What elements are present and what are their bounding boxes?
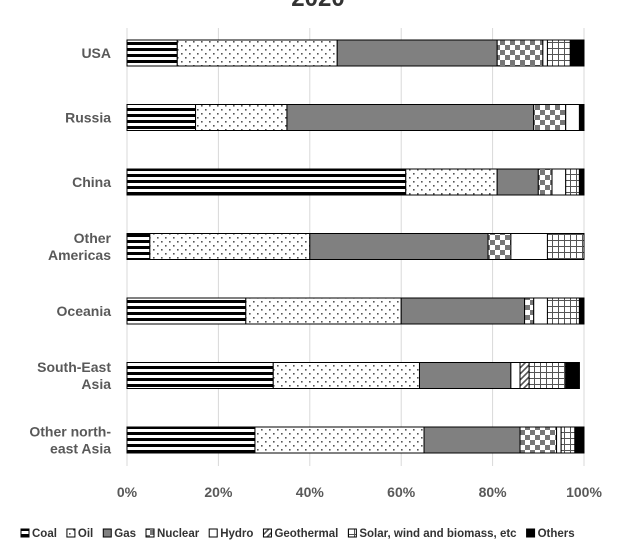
bar-segment-6-2 — [565, 168, 580, 196]
legend-label: Hydro — [220, 528, 253, 540]
x-tick-label: 20% — [204, 484, 233, 500]
bar-segment-7-1 — [578, 104, 585, 131]
bar-segment-6-4 — [546, 297, 580, 325]
bar-segment-4-3 — [510, 233, 548, 260]
bar-segment-1-6 — [254, 426, 425, 454]
bar-segment-3-3 — [487, 233, 512, 260]
bar-segment-1-4 — [245, 297, 402, 325]
bar-segment-7-0 — [569, 39, 585, 67]
bar-segment-1-3 — [149, 233, 311, 260]
legend-label: Coal — [32, 528, 57, 540]
bar-segment-2-0 — [336, 39, 498, 67]
bar-segment-4-4 — [533, 297, 548, 325]
bar-segment-4-0 — [542, 39, 548, 67]
bar-segment-2-3 — [309, 233, 489, 260]
bar-segment-2-5 — [418, 362, 512, 389]
legend-label: Gas — [114, 528, 136, 540]
bar-segment-6-5 — [528, 362, 567, 389]
legend-swatch — [347, 528, 357, 538]
legend-swatch — [66, 528, 76, 538]
legend-swatch — [208, 528, 218, 538]
bar-segment-3-2 — [537, 168, 553, 196]
bar-segment-3-4 — [524, 297, 535, 325]
category-label: Other — [74, 230, 112, 246]
bar-segment-0-5 — [126, 362, 274, 389]
x-tick-label: 100% — [566, 484, 602, 500]
bar-segment-4-6 — [556, 426, 562, 454]
legend: Coal Oil Gas Nuclear Hydro Geothermal Solar, w… — [20, 528, 575, 540]
bar-segment-0-3 — [126, 233, 151, 260]
bars — [126, 39, 585, 454]
bar-segment-7-6 — [574, 426, 585, 454]
x-tick-label: 40% — [296, 484, 325, 500]
category-label: Other north- — [29, 424, 111, 440]
legend-swatch — [145, 528, 155, 538]
category-label: USA — [81, 45, 111, 61]
bar-segment-3-0 — [496, 39, 544, 67]
x-tick-label: 0% — [117, 484, 138, 500]
bar-segment-0-2 — [126, 168, 407, 196]
category-label: Russia — [65, 110, 111, 126]
bar-segment-6-3 — [546, 233, 585, 260]
bar-segment-0-0 — [126, 39, 178, 67]
bar-segment-6-0 — [546, 39, 571, 67]
category-label: China — [72, 174, 111, 190]
bar-segment-1-2 — [405, 168, 498, 196]
category-label: east Asia — [50, 441, 111, 457]
legend-swatch — [20, 528, 30, 538]
x-tick-label: 60% — [387, 484, 416, 500]
bar-segment-0-6 — [126, 426, 256, 454]
bar-segment-7-2 — [578, 168, 585, 196]
category-label: South-East — [37, 359, 111, 375]
bar-segment-2-1 — [286, 104, 535, 131]
legend-label: Oil — [78, 528, 93, 540]
bar-segment-2-2 — [496, 168, 539, 196]
bar-segment-7-4 — [578, 297, 585, 325]
legend-swatch — [526, 528, 536, 538]
bar-segment-4-2 — [551, 168, 567, 196]
legend-label: Solar, wind and biomass, etc — [359, 528, 517, 540]
chart-title: 2020 — [291, 0, 344, 12]
bar-segment-1-5 — [272, 362, 420, 389]
bar-segment-1-1 — [195, 104, 288, 131]
bar-segment-2-6 — [423, 426, 521, 454]
bar-segment-6-6 — [560, 426, 576, 454]
category-label: Americas — [48, 247, 111, 263]
bar-segment-5-5 — [519, 362, 530, 389]
bar-segment-1-0 — [176, 39, 338, 67]
bar-segment-4-1 — [565, 104, 580, 131]
bar-segment-0-4 — [126, 297, 247, 325]
bar-segment-4-5 — [510, 362, 521, 389]
bar-segment-0-1 — [126, 104, 197, 131]
category-label: Asia — [81, 376, 111, 392]
legend-swatch — [102, 528, 112, 538]
x-tick-labels: 0% 20% 40% 60% 80% 100% — [117, 484, 603, 500]
legend-label: Geothermal — [274, 528, 338, 540]
legend-swatch — [262, 528, 272, 538]
category-label: Oceania — [57, 303, 112, 319]
bar-segment-3-6 — [519, 426, 558, 454]
bar-segment-7-5 — [565, 362, 580, 389]
legend-label: Nuclear — [157, 528, 200, 540]
legend-label: Others — [538, 528, 575, 540]
bar-segment-2-4 — [400, 297, 526, 325]
x-tick-label: 80% — [479, 484, 508, 500]
bar-segment-3-1 — [533, 104, 567, 131]
